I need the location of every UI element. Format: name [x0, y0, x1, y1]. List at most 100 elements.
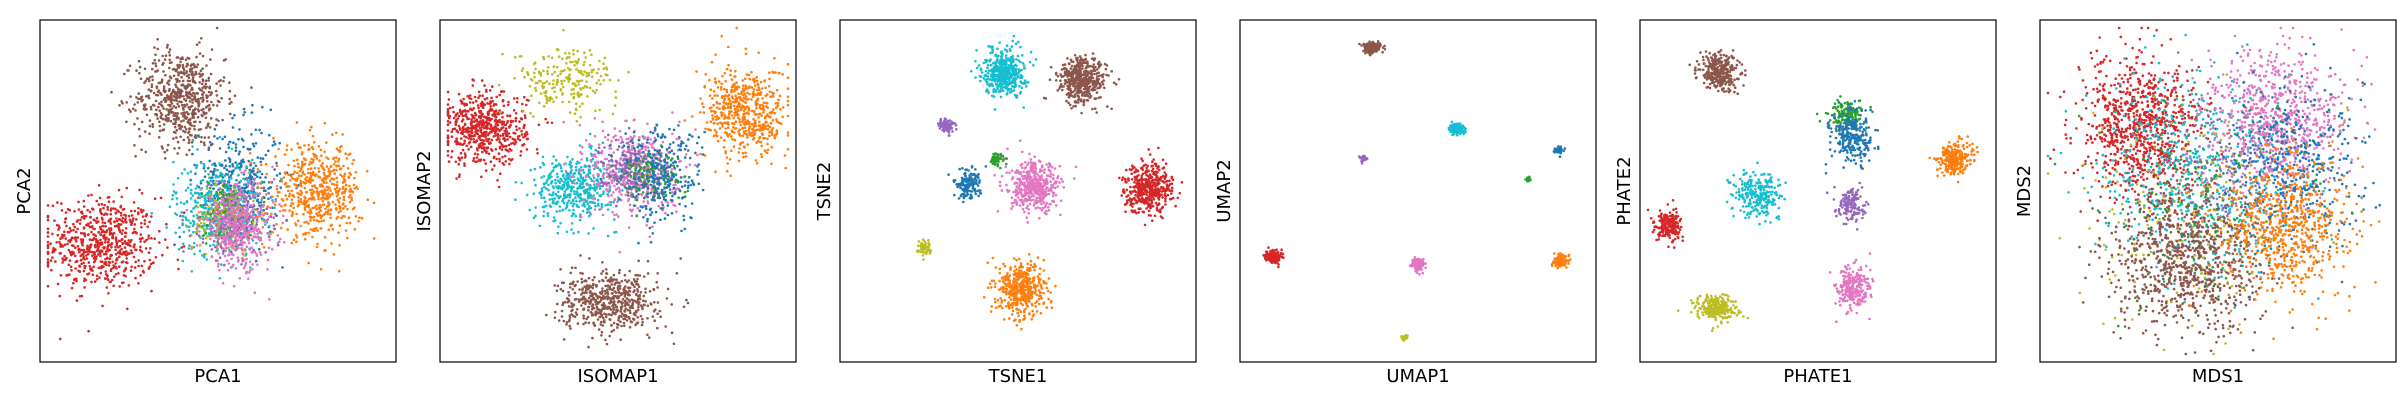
pca-point: [215, 104, 219, 107]
pca-point: [291, 202, 295, 205]
isomap-point: [447, 98, 451, 101]
pca-point: [315, 208, 319, 211]
isomap-point: [525, 103, 528, 107]
isomap-point: [585, 80, 588, 83]
pca-point: [112, 231, 116, 235]
pca-point: [163, 58, 167, 61]
isomap-point: [458, 127, 462, 130]
pca-point: [315, 245, 319, 249]
isomap-point: [554, 192, 558, 196]
pca-point: [157, 105, 160, 109]
pca-point: [192, 222, 196, 226]
pca-point: [230, 224, 234, 227]
isomap-point: [534, 183, 537, 187]
isomap-point: [678, 120, 681, 124]
pca-point: [174, 106, 178, 109]
pca-point: [188, 127, 191, 130]
pca-point: [333, 172, 337, 175]
pca-point: [230, 177, 233, 180]
pca-point: [164, 238, 167, 241]
pca-point: [133, 230, 136, 234]
pca-point: [164, 54, 168, 57]
pca-point: [187, 112, 190, 116]
pca-point: [228, 217, 231, 220]
isomap-point: [526, 137, 530, 141]
isomap-point: [471, 115, 475, 119]
isomap-point: [450, 150, 454, 153]
pca-point: [154, 53, 157, 57]
pca-point: [97, 203, 101, 206]
isomap-point: [488, 130, 492, 134]
isomap-point: [574, 165, 578, 169]
pca-point: [232, 141, 235, 144]
pca-point: [94, 245, 97, 249]
pca-point: [213, 197, 217, 200]
isomap-point: [506, 121, 509, 124]
pca-point: [65, 224, 68, 228]
pca-point: [238, 277, 242, 280]
pca-point: [112, 266, 115, 270]
pca-point: [313, 206, 317, 209]
isomap-point: [550, 97, 554, 100]
pca-point: [218, 135, 222, 139]
pca-point: [171, 193, 175, 197]
isomap-point: [589, 213, 592, 216]
isomap-point: [571, 198, 575, 202]
isomap-point: [671, 111, 674, 114]
pca-point: [139, 240, 142, 243]
isomap-point: [561, 92, 564, 95]
pca-point: [257, 211, 260, 215]
isomap-point: [536, 81, 539, 85]
isomap-point: [578, 94, 581, 98]
pca-point: [333, 187, 337, 191]
isomap-point: [540, 187, 544, 190]
pca-point: [311, 170, 315, 174]
pca-point: [198, 243, 202, 247]
pca-point: [151, 78, 154, 82]
pca-point: [216, 240, 219, 243]
pca-point: [325, 195, 328, 198]
pca-point: [201, 178, 205, 182]
pca-point: [271, 144, 275, 147]
isomap-point: [629, 135, 632, 139]
pca-point: [204, 79, 208, 82]
pca-point: [189, 210, 193, 213]
pca-point: [155, 108, 158, 112]
pca-point: [210, 248, 214, 251]
pca-point: [187, 76, 191, 79]
pca-point: [180, 94, 183, 98]
pca-point: [227, 240, 231, 244]
isomap-point: [602, 67, 606, 70]
pca-point: [296, 191, 299, 195]
isomap-point: [552, 219, 555, 223]
pca-point: [110, 246, 113, 249]
isomap-point: [526, 72, 530, 76]
pca-point: [117, 188, 121, 192]
pca-point: [168, 103, 172, 107]
isomap-point: [569, 161, 572, 165]
pca-point: [164, 100, 167, 104]
pca-point: [156, 38, 159, 41]
pca-point: [259, 253, 263, 256]
pca-point: [174, 131, 177, 134]
pca-point: [179, 135, 182, 139]
pca-point: [95, 199, 98, 203]
pca-point: [202, 206, 206, 210]
isomap-point: [559, 177, 562, 181]
pca-point: [112, 200, 115, 203]
pca-point: [269, 206, 273, 210]
isomap-point: [573, 182, 576, 185]
pca-point: [70, 250, 74, 254]
pca-point: [150, 85, 154, 89]
pca-point: [242, 107, 246, 111]
pca-point: [83, 264, 86, 268]
pca-point: [321, 199, 325, 203]
pca-point: [156, 47, 159, 51]
isomap-point: [478, 94, 482, 97]
isomap-point: [467, 148, 471, 151]
pca-point: [275, 161, 278, 165]
isomap-point: [593, 117, 597, 120]
pca-point: [86, 245, 90, 249]
pca-point: [210, 100, 213, 104]
isomap-point: [602, 62, 605, 65]
